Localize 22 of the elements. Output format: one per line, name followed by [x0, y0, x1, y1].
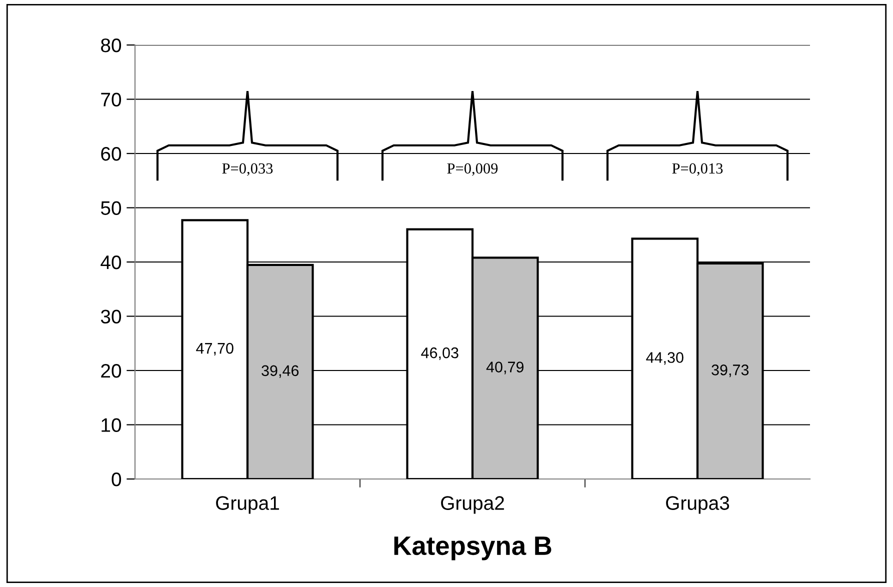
y-tick-label: 50: [100, 201, 122, 215]
y-tick-label: 0: [112, 472, 122, 486]
data-label: 44,30: [646, 352, 684, 365]
text: Katepsyna B: [394, 536, 552, 560]
annotation: P=0,009: [447, 163, 498, 176]
x-tick-label: Grupa1: [216, 496, 279, 514]
x-tick-label: Grupa3: [666, 496, 730, 514]
data-label: 39,46: [262, 365, 299, 378]
y-tick-label: 30: [100, 310, 122, 324]
y-tick-label: 60: [101, 146, 122, 161]
y-tick-label: 20: [101, 364, 122, 378]
y-tick-label: 40: [100, 255, 122, 270]
x-tick-label: Grupa2: [441, 496, 504, 514]
data-label: 46,03: [421, 347, 458, 360]
annotation: P=0,013: [672, 163, 723, 176]
y-tick-label: 80: [101, 38, 122, 52]
annotation: P=0,033: [222, 163, 273, 176]
y-tick-label: 10: [102, 418, 122, 432]
y-tick-label: 70: [101, 92, 122, 106]
data-label: 47,70: [196, 342, 234, 356]
data-label: 39,73: [712, 364, 749, 378]
data-label: 40,79: [486, 362, 524, 374]
